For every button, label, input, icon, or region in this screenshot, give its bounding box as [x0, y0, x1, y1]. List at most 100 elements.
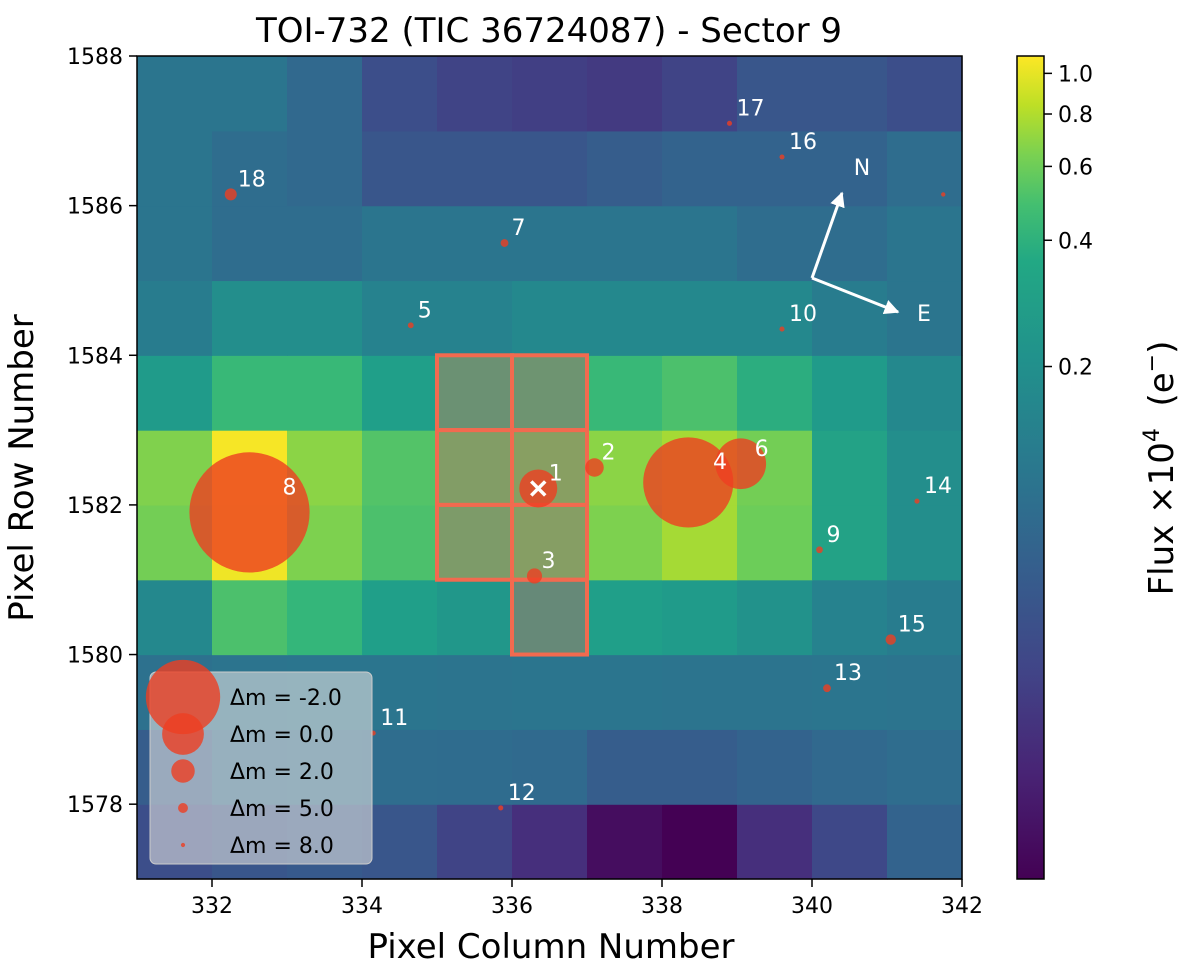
- aperture-mask: [435, 353, 589, 657]
- star-marker: [779, 326, 785, 332]
- heatmap-cell: [737, 355, 813, 431]
- legend-marker: [145, 659, 221, 735]
- colorbar-tick-label: 0.8: [1058, 103, 1093, 128]
- heatmap-cell: [212, 205, 288, 282]
- y-tick-label: 1588: [67, 45, 123, 70]
- star-label: 5: [418, 298, 432, 323]
- star-marker: [189, 452, 310, 573]
- heatmap-cell: [737, 579, 813, 656]
- chart-title: TOI-732 (TIC 36724087) - Sector 9: [255, 11, 842, 51]
- heatmap-cell: [437, 654, 513, 730]
- star-marker: [643, 437, 734, 528]
- heatmap-cell: [812, 430, 888, 506]
- x-tick-label: 338: [641, 894, 683, 919]
- aperture-pixel: [510, 502, 589, 582]
- x-tick-label: 332: [191, 894, 233, 919]
- heatmap-cell: [212, 280, 288, 356]
- heatmap-cell: [437, 205, 513, 282]
- target-cross-icon: [530, 480, 547, 497]
- heatmap-cell: [137, 579, 213, 656]
- legend-label: Δm = -2.0: [230, 686, 342, 711]
- heatmap-cell: [587, 205, 663, 282]
- heatmap-cell: [587, 56, 663, 132]
- heatmap-cell: [887, 804, 963, 880]
- star-marker: [941, 192, 946, 197]
- star-label: 14: [924, 474, 952, 499]
- colorbar-tick-label: 0.6: [1058, 155, 1093, 180]
- heatmap-cell: [812, 579, 888, 656]
- heatmap-cell: [812, 56, 888, 132]
- heatmap-cell: [212, 56, 288, 132]
- y-tick-label: 1584: [67, 344, 123, 369]
- star-marker: [407, 322, 414, 329]
- heatmap-cell: [512, 56, 588, 132]
- star-marker: [498, 805, 504, 811]
- heatmap-cell: [212, 579, 288, 656]
- heatmap-cell: [812, 355, 888, 431]
- colorbar-tick-label: 1.0: [1058, 62, 1093, 87]
- heatmap-cell: [437, 579, 513, 656]
- plot-frame: [136, 55, 963, 880]
- x-axis-label: Pixel Column Number: [367, 927, 734, 967]
- heatmap-cell: [137, 280, 213, 356]
- heatmap-cell: [662, 579, 738, 656]
- heatmap-cell: [812, 504, 888, 581]
- heatmap-cell: [662, 280, 738, 356]
- heatmap-cell: [362, 504, 438, 581]
- heatmap-cell: [737, 130, 813, 207]
- heatmap-cell: [812, 130, 888, 207]
- heatmap-cell: [587, 729, 663, 805]
- heatmap-cell: [437, 56, 513, 132]
- heatmap-cell: [662, 654, 738, 730]
- legend-label: Δm = 2.0: [230, 760, 334, 785]
- heatmap-cell: [137, 355, 213, 431]
- heatmap-cell: [587, 504, 663, 581]
- colorbar: 1.0 0.8 0.6 0.4 0.2: [1016, 55, 1093, 880]
- star-label: 12: [508, 781, 536, 806]
- heatmap-cell: [887, 654, 963, 730]
- magnitude-legend: Δm = -2.0 Δm = 0.0 Δm = 2.0 Δm = 5.0 Δm = 8.…: [145, 659, 373, 865]
- heatmap-cell: [362, 654, 438, 730]
- colorbar-tick-label: 0.4: [1058, 229, 1093, 254]
- heatmap-cell: [887, 579, 963, 656]
- aperture-pixel: [510, 353, 589, 433]
- y-tick-label: 1582: [67, 494, 123, 519]
- heatmap-cell: [587, 130, 663, 207]
- colorbar-label: Flux ×104 (e−): [1140, 341, 1182, 596]
- legend-label: Δm = 0.0: [230, 723, 334, 748]
- star-marker: [816, 546, 823, 554]
- colorbar-gradient: [1016, 55, 1045, 880]
- heatmap-cell: [737, 280, 813, 356]
- heatmap-cell: [812, 804, 888, 880]
- heatmap-cell: [737, 56, 813, 132]
- star-label: 9: [827, 523, 841, 548]
- heatmap-cell: [737, 205, 813, 282]
- heatmap-cell: [737, 804, 813, 880]
- heatmap-cell: [887, 130, 963, 207]
- heatmap-cell: [437, 130, 513, 207]
- legend-marker: [171, 759, 195, 783]
- heatmap-cell: [512, 729, 588, 805]
- aperture-pixel: [435, 502, 514, 582]
- heatmap-cell: [137, 205, 213, 282]
- heatmap-cell: [362, 130, 438, 207]
- heatmap-cell: [587, 355, 663, 431]
- x-tick-label: 334: [341, 894, 383, 919]
- heatmap-cell: [287, 56, 363, 132]
- star-label: 18: [238, 167, 266, 192]
- heatmap-cell: [512, 205, 588, 282]
- heatmap-cell: [437, 804, 513, 880]
- target-cross-line: [530, 480, 547, 497]
- legend-marker: [162, 713, 204, 755]
- x-tick-label: 336: [491, 894, 533, 919]
- heatmap-cell: [512, 804, 588, 880]
- heatmap-cell: [287, 130, 363, 207]
- heatmap-cell: [362, 729, 438, 805]
- heatmap-cell: [512, 654, 588, 730]
- aperture-pixel: [435, 428, 514, 507]
- heatmap-cell: [662, 130, 738, 207]
- star-label: 16: [789, 130, 817, 155]
- y-tick-label: 1578: [67, 793, 123, 818]
- star-label: 2: [602, 441, 616, 466]
- heatmap-cell: [662, 205, 738, 282]
